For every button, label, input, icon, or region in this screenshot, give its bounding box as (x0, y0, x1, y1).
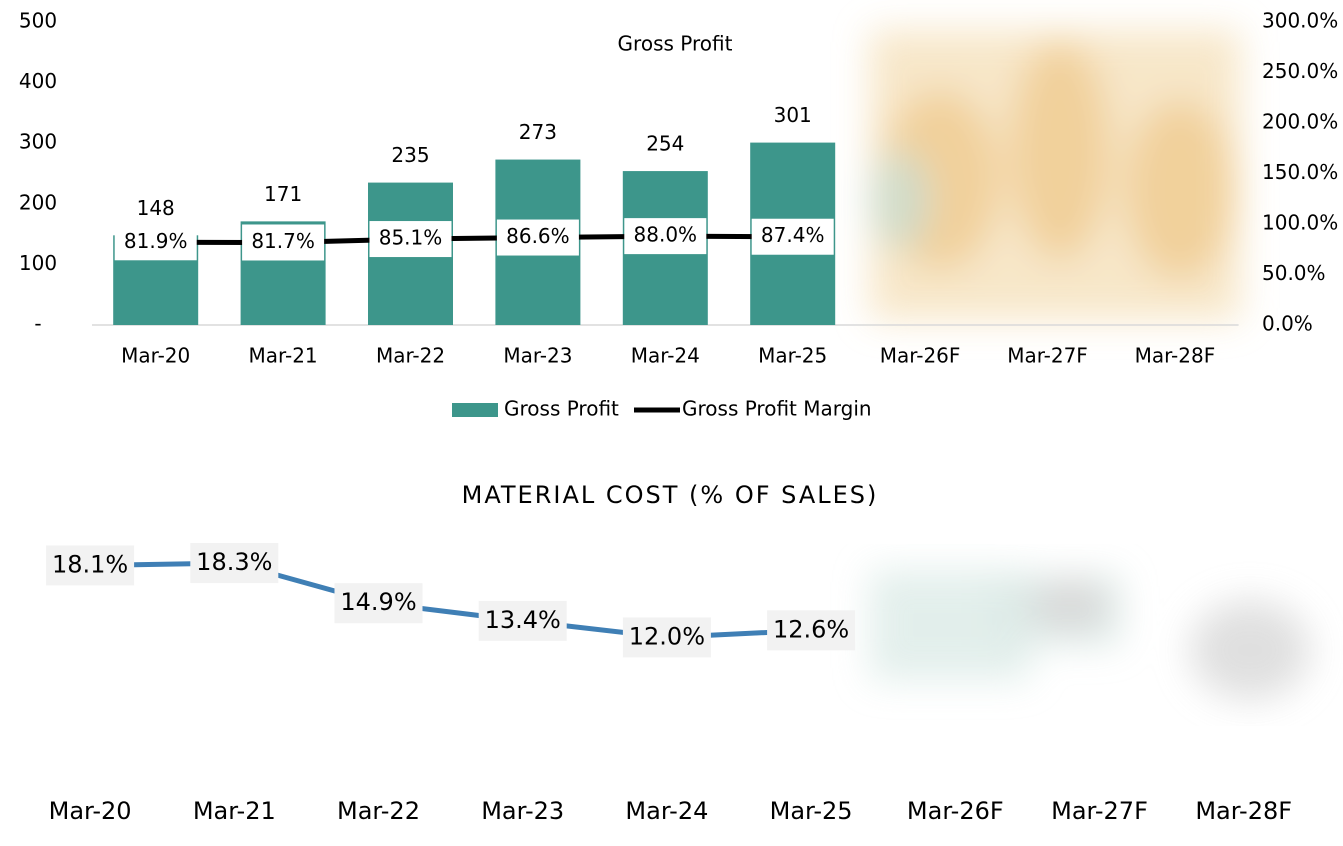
chart-title: MATERIAL COST (% OF SALES) (462, 481, 879, 509)
label-box (334, 583, 423, 624)
label-box (190, 543, 279, 584)
label-box (622, 617, 711, 658)
y2-tick-label: 0.0% (1262, 312, 1313, 336)
x-tick-label: Mar-22 (337, 797, 420, 825)
y2-tick-label: 250.0% (1262, 59, 1338, 83)
line-value-label: 13.4% (485, 606, 561, 634)
y2-tick-label: 200.0% (1262, 110, 1338, 134)
y-tick-label: 300 (19, 130, 57, 154)
blurred-forecast-bottom (870, 570, 1310, 700)
y-tick-label: 500 (19, 9, 57, 33)
y2-tick-label: 300.0% (1262, 9, 1338, 33)
x-tick-label: Mar-25 (758, 344, 827, 368)
x-tick-label: Mar-24 (631, 344, 700, 368)
bar-value-label: 171 (264, 182, 302, 206)
x-tick-label: Mar-28F (1135, 344, 1216, 368)
x-tick-label: Mar-27F (1007, 344, 1088, 368)
x-tick-label: Mar-21 (193, 797, 276, 825)
legend-label: Gross Profit (504, 397, 619, 421)
x-tick-label: Mar-24 (625, 797, 708, 825)
x-tick-label: Mar-20 (121, 344, 190, 368)
label-box (751, 218, 834, 255)
line-value-label: 18.3% (196, 548, 272, 576)
blurred-forecast-top (870, 30, 1240, 320)
line-value-label: 81.7% (251, 229, 315, 253)
x-tick-label: Mar-20 (49, 797, 132, 825)
x-tick-label: Mar-25 (770, 797, 853, 825)
y2-tick-label: 50.0% (1262, 261, 1326, 285)
legend-label: Gross Profit Margin (682, 397, 872, 421)
line-value-label: 81.9% (124, 229, 188, 253)
label-box (46, 545, 135, 586)
line-value-label: 87.4% (761, 223, 825, 247)
line-value-label: 88.0% (634, 223, 698, 247)
label-box (496, 219, 579, 256)
bar-value-label: 273 (519, 120, 557, 144)
label-box (624, 218, 707, 255)
x-tick-label: Mar-26F (880, 344, 961, 368)
label-box (369, 221, 452, 258)
bar-value-label: 148 (137, 196, 175, 220)
line-value-label: 12.0% (629, 622, 705, 650)
x-tick-label: Mar-22 (376, 344, 445, 368)
x-tick-label: Mar-23 (503, 344, 572, 368)
bar-value-label: 235 (391, 143, 429, 167)
line-value-label: 12.6% (773, 615, 849, 643)
label-box (242, 224, 325, 261)
y2-tick-label: 100.0% (1262, 211, 1338, 235)
bar-value-label: 301 (774, 103, 812, 127)
label-box (478, 600, 567, 641)
y-tick-label: 200 (19, 190, 57, 214)
x-tick-label: Mar-26F (907, 797, 1004, 825)
line-value-label: 86.6% (506, 224, 570, 248)
chart-title: Gross Profit (618, 32, 733, 56)
label-box (114, 224, 197, 261)
x-tick-label: Mar-21 (249, 344, 318, 368)
bar-value-label: 254 (646, 132, 684, 156)
y-tick-label: - (34, 312, 41, 336)
y-tick-label: 100 (19, 251, 57, 275)
y-tick-label: 400 (19, 69, 57, 93)
x-tick-label: Mar-27F (1051, 797, 1148, 825)
y2-tick-label: 150.0% (1262, 160, 1338, 184)
line-value-label: 85.1% (379, 226, 443, 250)
label-box (767, 610, 856, 651)
line-value-label: 14.9% (340, 588, 416, 616)
x-tick-label: Mar-28F (1195, 797, 1292, 825)
line-value-label: 18.1% (52, 550, 128, 578)
x-tick-label: Mar-23 (481, 797, 564, 825)
legend-swatch (452, 403, 498, 417)
